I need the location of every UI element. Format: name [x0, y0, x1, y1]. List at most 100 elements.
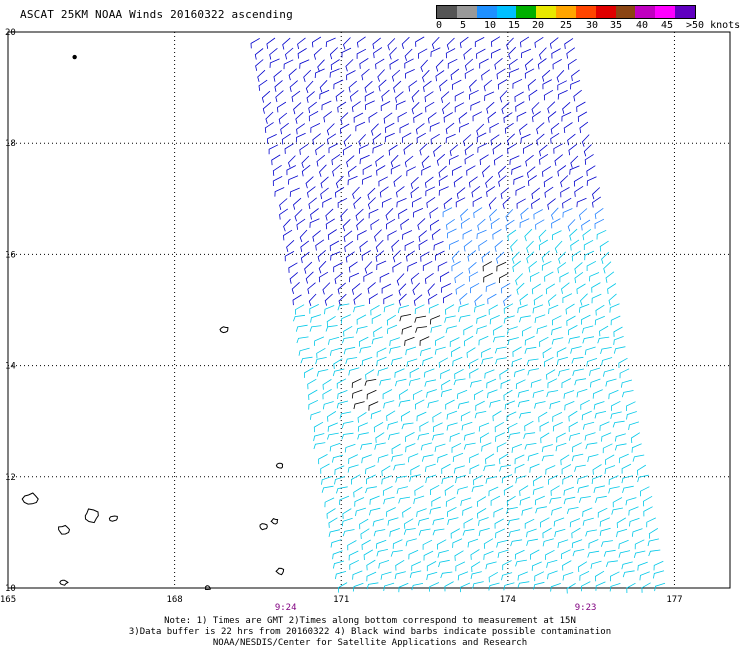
wind-barb	[455, 561, 466, 572]
wind-barb	[507, 143, 517, 155]
wind-barb	[371, 314, 382, 324]
wind-barb	[616, 528, 628, 538]
wind-barb	[524, 346, 537, 354]
wind-barb	[470, 571, 482, 579]
wind-barb	[585, 442, 598, 450]
wind-barb	[365, 369, 375, 380]
wind-barb	[356, 36, 366, 48]
wind-barb	[359, 518, 369, 530]
wind-barb	[340, 208, 348, 221]
wind-barb	[579, 208, 588, 220]
wind-barb	[347, 464, 359, 473]
wind-barb	[308, 197, 317, 210]
wind-barb	[499, 272, 509, 284]
wind-barb	[536, 325, 548, 334]
wind-barb	[372, 518, 384, 527]
wind-barb	[516, 198, 526, 209]
wind-barb	[289, 272, 298, 284]
wind-barb	[450, 528, 460, 539]
wind-barb	[514, 549, 525, 560]
note-line-2: 3)Data buffer is 22 hrs from 20160322 4)…	[128, 627, 612, 637]
wind-barb	[401, 325, 413, 335]
wind-barb	[392, 250, 401, 263]
wind-barb	[261, 90, 271, 103]
wind-barb	[563, 390, 575, 399]
wind-barb	[551, 218, 561, 229]
wind-barb	[567, 219, 576, 232]
wind-barb	[382, 389, 393, 400]
wind-barb	[452, 165, 462, 176]
wind-barb	[435, 59, 444, 72]
wind-barb	[519, 218, 530, 228]
wind-barb	[445, 325, 457, 334]
wind-barb	[564, 401, 575, 411]
wind-barb	[405, 69, 415, 79]
wind-barb	[419, 336, 430, 346]
wind-barb	[390, 164, 401, 175]
colorbar-label: 40	[636, 20, 649, 31]
wind-barb	[374, 229, 382, 242]
wind-barb	[423, 550, 434, 561]
wind-barb	[654, 582, 666, 592]
wind-barb	[396, 186, 405, 198]
colorbar-swatch	[476, 6, 497, 18]
wind-barb	[346, 70, 356, 81]
wind-barb	[483, 538, 494, 549]
wind-barb	[453, 176, 463, 188]
wind-barb	[579, 303, 590, 313]
wind-barb	[426, 571, 438, 581]
wind-barb	[555, 442, 567, 452]
wind-barb	[526, 528, 537, 538]
wind-barb	[364, 261, 373, 274]
wind-barb	[337, 197, 348, 208]
wind-barb	[357, 432, 369, 440]
wind-barb	[429, 207, 439, 219]
wind-barb	[571, 527, 581, 539]
wind-barb	[432, 528, 445, 536]
wind-barb	[308, 389, 318, 401]
wind-barb	[485, 453, 495, 465]
wind-barb	[546, 559, 558, 568]
wind-barb	[496, 68, 506, 80]
wind-barb	[444, 315, 456, 323]
wind-barb	[468, 271, 479, 282]
wind-barb	[348, 454, 358, 464]
wind-barb	[277, 101, 287, 113]
wind-barb	[335, 175, 344, 189]
wind-barb	[586, 260, 597, 271]
wind-barb	[516, 282, 525, 295]
wind-barb	[473, 207, 483, 218]
wind-barb	[325, 218, 335, 230]
wind-barb	[435, 250, 445, 261]
wind-barb	[630, 432, 641, 444]
wind-barb	[608, 475, 619, 485]
wind-barb	[452, 452, 464, 462]
wind-barb	[315, 239, 325, 251]
wind-barb	[454, 368, 464, 380]
wind-barb	[327, 422, 338, 432]
wind-barb	[642, 495, 653, 507]
wind-barb	[458, 303, 469, 313]
wind-barb	[472, 581, 484, 589]
wind-barb	[460, 582, 471, 593]
wind-barb	[548, 304, 559, 315]
wind-barb	[376, 165, 386, 176]
wind-barb	[305, 271, 314, 284]
wind-barb	[441, 463, 451, 474]
wind-barb	[343, 134, 352, 147]
wind-barb	[517, 304, 528, 314]
wind-barb	[501, 572, 513, 581]
colorbar-label: 30	[586, 20, 599, 31]
wind-barb	[563, 122, 573, 134]
wind-barb	[501, 282, 511, 294]
wind-barb	[436, 153, 446, 166]
wind-barb	[385, 218, 396, 230]
wind-barb	[463, 432, 475, 441]
wind-barb	[562, 101, 571, 114]
wind-barb	[415, 123, 425, 135]
wind-barb	[631, 528, 643, 537]
wind-barb	[288, 175, 299, 185]
wind-barb	[458, 112, 468, 124]
wind-barb	[457, 571, 469, 581]
wind-barb	[582, 325, 594, 334]
